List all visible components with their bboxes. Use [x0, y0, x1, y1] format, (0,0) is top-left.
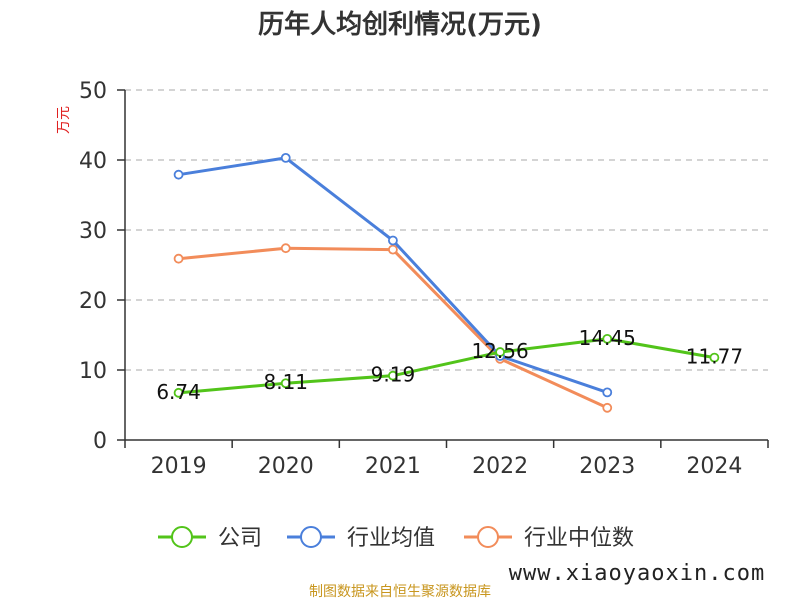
- data-label: 6.74: [156, 380, 201, 404]
- legend-item: 行业均值: [287, 526, 435, 551]
- data-point: [495, 347, 505, 357]
- y-tick-label: 40: [79, 149, 107, 174]
- data-point: [173, 387, 184, 398]
- data-point: [388, 244, 398, 255]
- data-label: 14.45: [579, 326, 636, 350]
- source-note: 制图数据来自恒生聚源数据库: [309, 584, 491, 600]
- data-point: [173, 169, 184, 180]
- data-point: [709, 352, 720, 363]
- y-tick-label: 0: [93, 429, 107, 454]
- y-axis-label: 万元: [56, 106, 72, 134]
- y-tick-labels: 0 10 20 30 40 50: [79, 79, 107, 454]
- data-point: [280, 152, 291, 163]
- data-point: [280, 378, 291, 389]
- data-point: [602, 387, 613, 398]
- watermark: www.xiaoyaoxin.com: [509, 561, 765, 586]
- y-tick-label: 20: [79, 289, 107, 314]
- legend-label: 行业均值: [347, 526, 435, 551]
- data-label: 8.11: [263, 370, 308, 394]
- data-point: [388, 235, 398, 246]
- y-tick-label: 10: [79, 359, 107, 384]
- grid-lines: [125, 89, 768, 371]
- y-tick-label: 30: [79, 219, 107, 244]
- x-tick-label: 2019: [151, 454, 207, 479]
- data-point: [388, 370, 398, 381]
- y-tick-label: 50: [79, 79, 107, 104]
- data-label: 12.56: [471, 339, 528, 363]
- axes: [117, 89, 769, 448]
- chart-title: 历年人均创利情况(万元): [258, 9, 542, 40]
- legend-item: 行业中位数: [464, 526, 634, 551]
- legend-marker-icon: [171, 526, 193, 548]
- x-tick-label: 2020: [258, 454, 314, 479]
- x-tick-label: 2024: [686, 454, 742, 479]
- series-line: [178, 337, 715, 395]
- legend-label: 公司: [218, 526, 262, 551]
- x-tick-label: 2022: [472, 454, 528, 479]
- series-line: [178, 156, 608, 394]
- legend-marker-icon: [300, 526, 322, 548]
- legend-label: 行业中位数: [524, 526, 634, 551]
- data-label: 9.19: [371, 363, 416, 387]
- series-lines: [173, 152, 720, 413]
- data-point: [173, 253, 184, 264]
- legend-item: 公司: [158, 526, 262, 551]
- legend: 公司 行业均值 行业中位数: [158, 526, 634, 551]
- x-tick-label: 2021: [365, 454, 421, 479]
- data-labels: 6.74 8.11 9.19 12.56 14.45 11.77: [156, 326, 743, 404]
- data-point: [280, 243, 291, 254]
- legend-marker-icon: [477, 526, 499, 548]
- x-tick-label: 2023: [579, 454, 635, 479]
- data-point: [602, 402, 613, 413]
- data-point: [602, 333, 613, 344]
- x-tick-labels: 2019 2020 2021 2022 2023 2024: [151, 454, 743, 479]
- data-label: 11.77: [686, 345, 743, 369]
